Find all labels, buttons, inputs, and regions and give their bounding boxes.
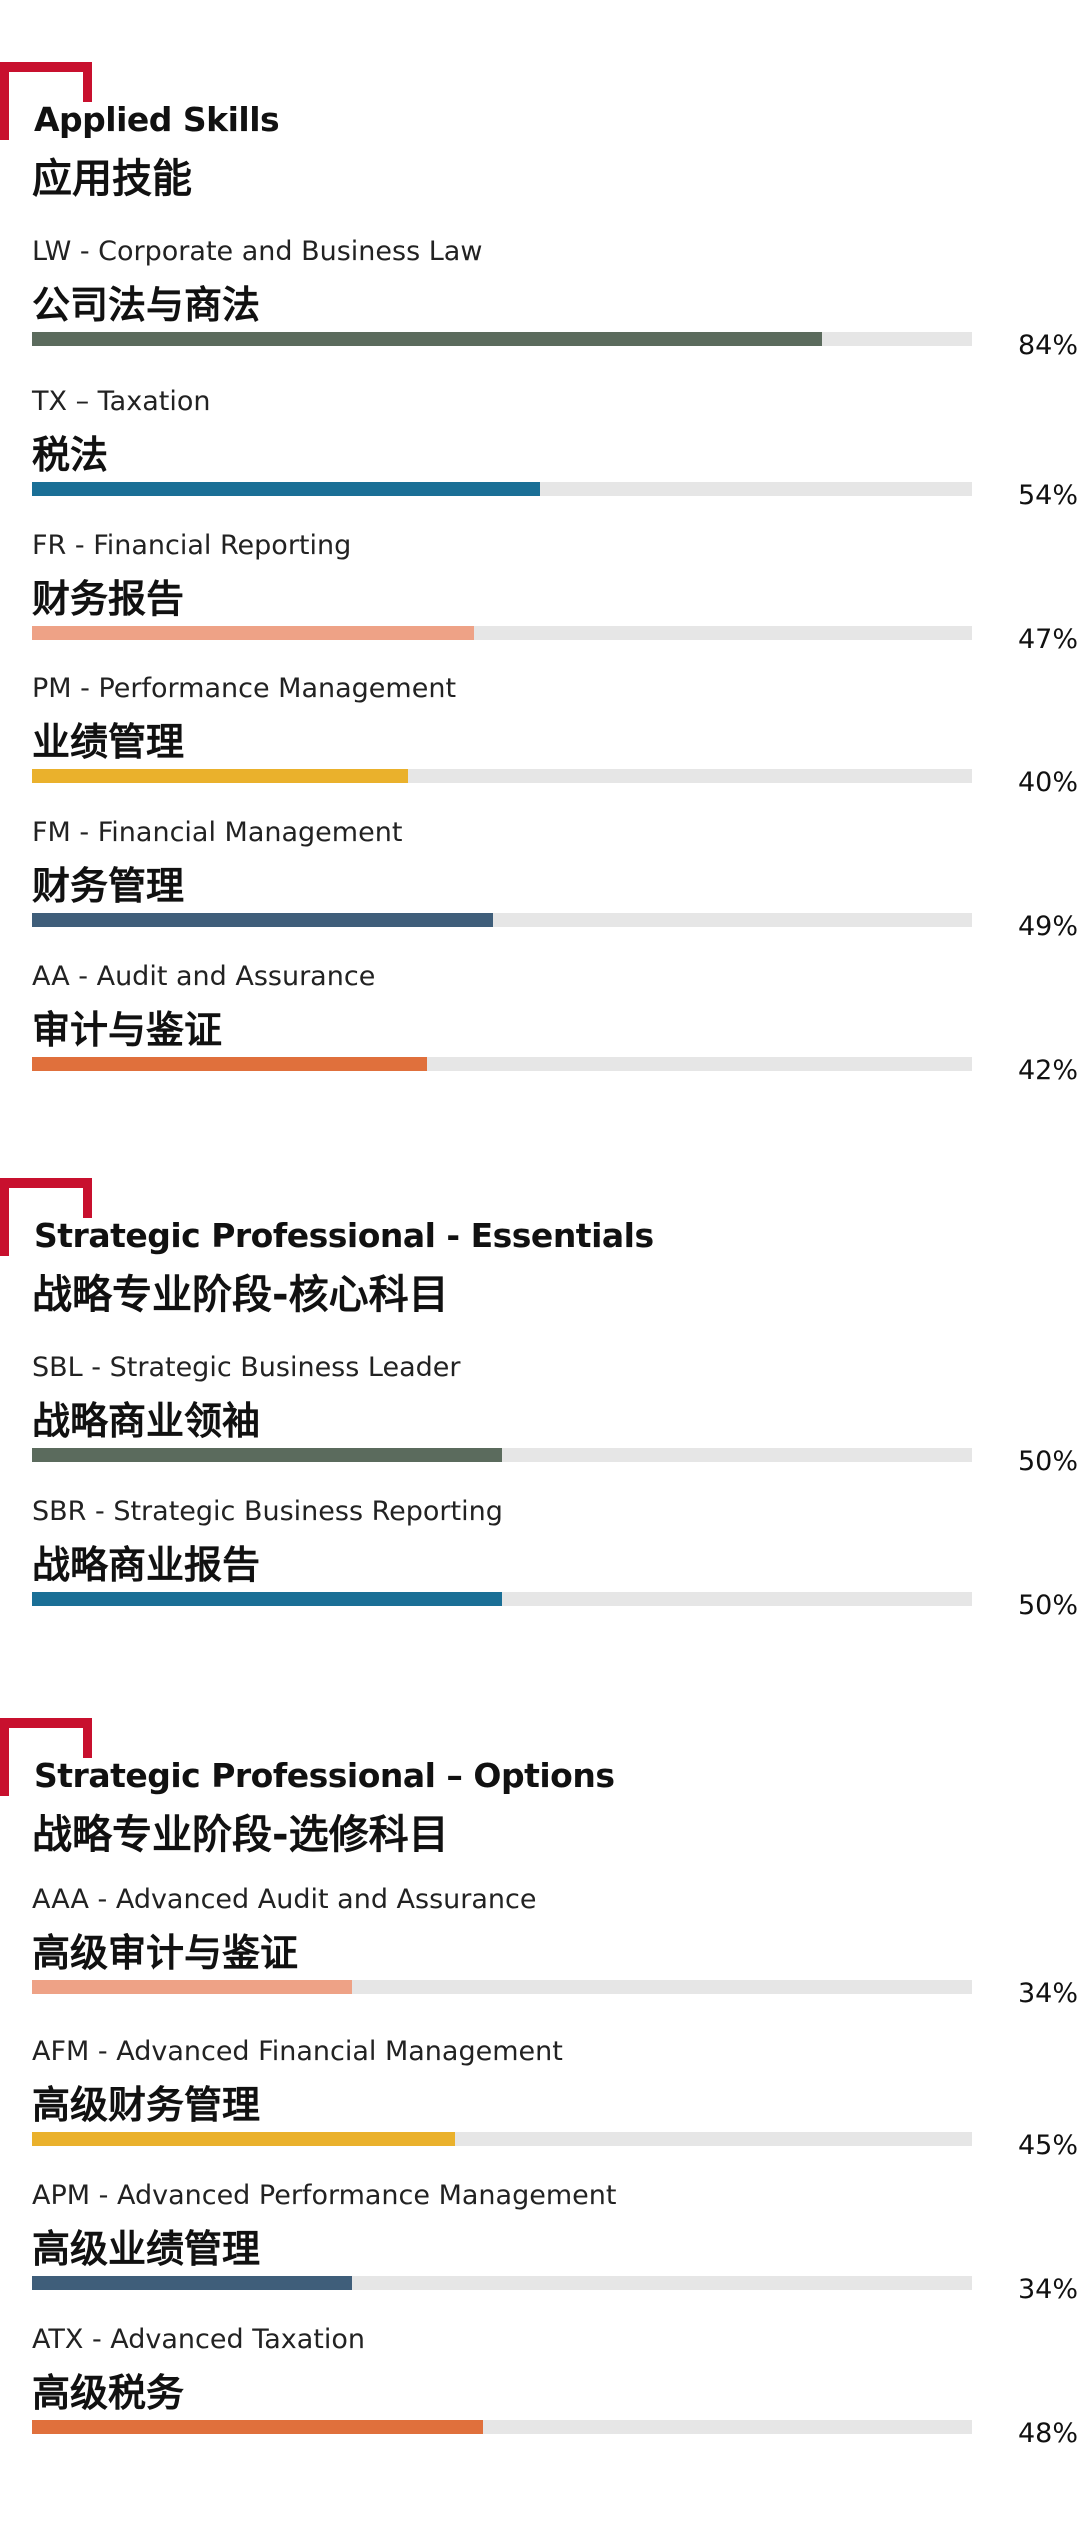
category-label-zh: 审计与鉴证 — [32, 1008, 223, 1052]
category-label-zh: 高级审计与鉴证 — [32, 1931, 299, 1975]
bar-row: LW - Corporate and Business Law 公司法与商法 84% — [0, 236, 1080, 366]
category-label-en: FR - Financial Reporting — [32, 530, 352, 561]
section-bracket-decoration — [0, 1178, 92, 1256]
bar-track — [32, 1592, 972, 1606]
bar-track — [32, 913, 972, 927]
category-label-zh: 财务报告 — [32, 577, 185, 621]
category-label-en: PM - Performance Management — [32, 673, 457, 704]
data-label: 34% — [1017, 2274, 1078, 2305]
category-label-en: FM - Financial Management — [32, 817, 403, 848]
category-label-zh: 税法 — [32, 433, 109, 477]
bar — [32, 1592, 502, 1606]
bar — [32, 1448, 502, 1462]
data-label: 42% — [1017, 1055, 1078, 1086]
bar-row: AA - Audit and Assurance 审计与鉴证 42% — [0, 961, 1080, 1091]
category-label-en: TX – Taxation — [32, 386, 211, 417]
category-label-en: ATX - Advanced Taxation — [32, 2324, 366, 2355]
category-label-en: AFM - Advanced Financial Management — [32, 2036, 563, 2067]
data-label: 50% — [1017, 1446, 1078, 1477]
bar-row: FM - Financial Management 财务管理 49% — [0, 817, 1080, 947]
category-label-en: AA - Audit and Assurance — [32, 961, 376, 992]
category-label-zh: 高级业绩管理 — [32, 2227, 261, 2271]
bar — [32, 2132, 455, 2146]
bar — [32, 626, 474, 640]
category-label-zh: 公司法与商法 — [32, 283, 261, 327]
bar — [32, 2276, 352, 2290]
bar-track — [32, 332, 972, 346]
data-label: 45% — [1017, 2130, 1078, 2161]
bar — [32, 482, 540, 496]
bar-track — [32, 1448, 972, 1462]
bar-track — [32, 1980, 972, 1994]
data-label: 84% — [1017, 330, 1078, 361]
data-label: 40% — [1017, 767, 1078, 798]
category-label-zh: 战略商业报告 — [32, 1543, 261, 1587]
bar-row: PM - Performance Management 业绩管理 40% — [0, 673, 1080, 803]
bar-track — [32, 769, 972, 783]
category-label-en: SBR - Strategic Business Reporting — [32, 1496, 503, 1527]
bar-track — [32, 1057, 972, 1071]
category-label-en: APM - Advanced Performance Management — [32, 2180, 617, 2211]
bar-row: ATX - Advanced Taxation 高级税务 48% — [0, 2324, 1080, 2454]
data-label: 48% — [1017, 2418, 1078, 2449]
data-label: 49% — [1017, 911, 1078, 942]
bar — [32, 1057, 427, 1071]
category-label-en: SBL - Strategic Business Leader — [32, 1352, 461, 1383]
section-title-zh: 战略专业阶段-选修科目 — [32, 1812, 449, 1858]
section-bracket-decoration — [0, 62, 92, 140]
data-label: 34% — [1017, 1978, 1078, 2009]
bar-track — [32, 482, 972, 496]
section-title-zh: 战略专业阶段-核心科目 — [32, 1272, 449, 1318]
section-title-en: Strategic Professional – Options — [34, 1756, 615, 1795]
section-title-zh: 应用技能 — [32, 156, 192, 202]
category-label-en: AAA - Advanced Audit and Assurance — [32, 1884, 537, 1915]
category-label-zh: 高级税务 — [32, 2371, 185, 2415]
bar-track — [32, 2132, 972, 2146]
section-title-en: Strategic Professional - Essentials — [34, 1216, 654, 1255]
data-label: 54% — [1017, 480, 1078, 511]
bar-track — [32, 2420, 972, 2434]
data-label: 50% — [1017, 1590, 1078, 1621]
bar — [32, 1980, 352, 1994]
bar — [32, 2420, 483, 2434]
category-label-zh: 战略商业领袖 — [32, 1399, 261, 1443]
bar — [32, 769, 408, 783]
category-label-en: LW - Corporate and Business Law — [32, 236, 483, 267]
data-label: 47% — [1017, 624, 1078, 655]
bar-row: FR - Financial Reporting 财务报告 47% — [0, 530, 1080, 660]
bar-track — [32, 2276, 972, 2290]
bar-row: AAA - Advanced Audit and Assurance 高级审计与鉴… — [0, 1884, 1080, 2014]
bar-row: TX – Taxation 税法 54% — [0, 386, 1080, 516]
bar — [32, 332, 822, 346]
bar-row: SBL - Strategic Business Leader 战略商业领袖 50% — [0, 1352, 1080, 1482]
category-label-zh: 财务管理 — [32, 864, 185, 908]
bar-row: AFM - Advanced Financial Management 高级财务管… — [0, 2036, 1080, 2166]
section-bracket-decoration — [0, 1718, 92, 1796]
bar-track — [32, 626, 972, 640]
category-label-zh: 高级财务管理 — [32, 2083, 261, 2127]
bar — [32, 913, 493, 927]
category-label-zh: 业绩管理 — [32, 720, 185, 764]
section-title-en: Applied Skills — [34, 100, 280, 139]
bar-row: SBR - Strategic Business Reporting 战略商业报告… — [0, 1496, 1080, 1626]
bar-row: APM - Advanced Performance Management 高级业… — [0, 2180, 1080, 2310]
